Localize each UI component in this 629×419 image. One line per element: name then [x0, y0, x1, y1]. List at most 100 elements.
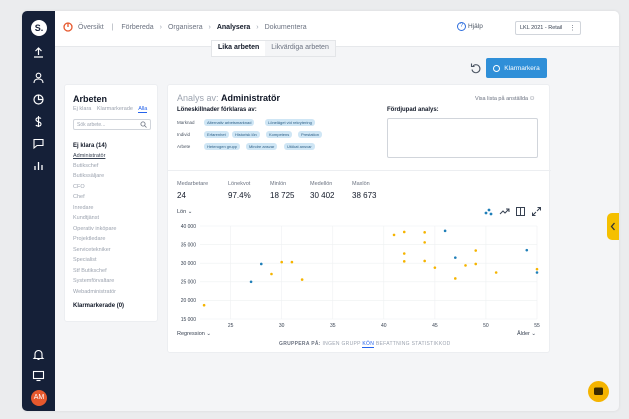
jobs-title: Arbeten	[73, 94, 108, 104]
list-item[interactable]: Operativ inköpare	[73, 226, 117, 232]
list-item[interactable]: CFO	[73, 184, 85, 190]
factor-chip[interactable]: Utökat ansvar	[284, 143, 315, 150]
data-point	[423, 259, 426, 263]
stat-mean-salary: Medellön 30 402	[310, 181, 334, 200]
filter-alla[interactable]: Alla	[138, 106, 148, 113]
bell-icon[interactable]	[32, 348, 45, 361]
more-vertical-icon: ⋮	[569, 25, 576, 32]
factor-chip[interactable]: Kompetens	[266, 131, 293, 138]
data-point	[249, 280, 253, 284]
crumb-dokumentera[interactable]: Dokumentera	[264, 24, 307, 31]
y-tick-label: 15 000	[181, 317, 197, 323]
filter-ej-klara[interactable]: Ej klara	[73, 106, 92, 112]
filter-klarmarkerade[interactable]: Klarmarkerade	[96, 106, 133, 112]
stat-value: 97.4%	[228, 191, 251, 200]
list-item[interactable]: Projektledare	[73, 236, 106, 242]
crumb-organisera[interactable]: Organisera	[167, 24, 203, 31]
user-icon[interactable]	[32, 71, 45, 84]
breadcrumb: Översikt | Förbereda › Organisera › Anal…	[78, 24, 307, 31]
list-item[interactable]: Specialist	[73, 257, 97, 263]
list-item[interactable]: Chef	[73, 194, 85, 200]
dollar-icon[interactable]	[32, 115, 45, 128]
data-point	[402, 252, 406, 255]
factor-chip[interactable]: Alternativ arbetsmarknad	[204, 119, 255, 126]
list-item[interactable]: Butikschef	[73, 163, 99, 169]
data-point	[535, 271, 539, 274]
x-tick-label: 35	[330, 323, 336, 329]
list-item[interactable]: Administratör	[73, 153, 106, 159]
trend-line-icon[interactable]	[499, 206, 510, 217]
deep-analysis-textarea[interactable]	[387, 118, 538, 158]
list-item[interactable]: Servicetekniker	[73, 247, 111, 253]
avatar[interactable]: AM	[31, 390, 47, 406]
factor-chip[interactable]: Mindre ansvar	[246, 143, 278, 150]
factor-chip[interactable]: Historisk lön	[232, 131, 260, 138]
factor-label-individual: Individ	[177, 132, 191, 137]
view-tabs: Lika arbeten Likvärdiga arbeten	[211, 40, 336, 57]
group-done: Klarmarkerade (0)	[73, 303, 125, 309]
mark-done-label: Klarmarkera	[504, 64, 540, 72]
crumb-analysera[interactable]: Analysera	[216, 24, 251, 31]
upload-icon[interactable]	[32, 46, 45, 59]
group-by-gender[interactable]: KÖN	[362, 341, 375, 348]
group-by-statcode[interactable]: STATISTIKKOD	[411, 341, 451, 347]
tab-lika-arbeten[interactable]: Lika arbeten	[212, 41, 266, 56]
period-select[interactable]: LKL 2021 - Retail ⋮	[515, 21, 581, 35]
factor-chip[interactable]: Löneläget vid rekrytering	[265, 119, 315, 126]
data-point	[202, 303, 206, 307]
search-input[interactable]: Sök arbete...	[73, 119, 151, 130]
data-point	[535, 267, 539, 271]
factor-chip[interactable]: Erfarenhet	[204, 131, 229, 138]
side-panel-toggle[interactable]	[607, 213, 619, 240]
chat-support-button[interactable]	[588, 381, 609, 402]
group-by-title[interactable]: BEFATTNING	[375, 341, 410, 347]
factor-chip[interactable]: Heterogen grupp	[204, 143, 241, 150]
stat-value: 30 402	[310, 191, 335, 200]
group-by-none[interactable]: INGEN GRUPP	[322, 341, 361, 347]
crumb-forbereda[interactable]: Förbereda	[121, 24, 154, 31]
tab-likvardiga-arbeten[interactable]: Likvärdiga arbeten	[265, 41, 335, 56]
list-item[interactable]: Butikssäljare	[73, 173, 105, 179]
stat-employees: Medarbetare 24	[177, 181, 208, 200]
data-point	[433, 266, 437, 269]
monitor-icon[interactable]	[32, 369, 45, 382]
filter-tabs: Ej klara Klarmarkerade Alla	[73, 106, 151, 113]
jobs-panel: Arbeten Ej klara Klarmarkerade Alla Sök …	[64, 84, 158, 322]
data-point	[443, 229, 447, 233]
chart-pie-icon[interactable]	[32, 93, 45, 106]
data-point	[525, 248, 529, 252]
view-staff-label: Visa lista på anställda	[475, 96, 529, 102]
help-link[interactable]: ? Hjälp	[457, 22, 483, 31]
app-logo[interactable]: S.	[31, 20, 47, 36]
data-point	[423, 231, 426, 234]
y-axis-select[interactable]: Lön ⌄	[177, 209, 192, 215]
list-item[interactable]: Kundtjänst	[73, 215, 99, 221]
scatter-icon[interactable]	[483, 206, 494, 217]
crumb-oversikt[interactable]: Översikt	[78, 24, 104, 31]
analysis-title: Analys av: Administratör	[177, 93, 280, 103]
x-axis-select[interactable]: Ålder ⌄	[517, 331, 536, 337]
chat-icon[interactable]	[32, 137, 45, 150]
factor-chip[interactable]: Prestation	[298, 131, 323, 138]
x-tick-label: 55	[534, 323, 540, 329]
columns-icon[interactable]	[515, 206, 526, 217]
home-icon[interactable]	[63, 22, 73, 32]
list-item[interactable]: Webadministratör	[73, 289, 116, 295]
list-item[interactable]: Stf Butikschef	[73, 268, 107, 274]
data-point	[494, 271, 498, 274]
regression-select[interactable]: Regression ⌄	[177, 331, 211, 337]
view-staff-link[interactable]: Visa lista på anställda ⚇	[475, 96, 535, 102]
undo-icon[interactable]	[470, 62, 482, 74]
stat-label: Medarbetare	[177, 181, 209, 187]
list-item[interactable]: Systemförvaltare	[73, 278, 115, 284]
scatter-chart: 15 000 20 000 25 000 30 000 35 000 40 000 25 30…	[181, 224, 540, 329]
expand-icon[interactable]	[531, 206, 542, 217]
bar-chart-icon[interactable]	[32, 159, 45, 172]
y-axis-select-value: Lön	[177, 209, 187, 215]
x-axis-select-value: Ålder	[517, 331, 530, 337]
y-tick-label: 30 000	[181, 261, 197, 267]
list-item[interactable]: Inredare	[73, 205, 94, 211]
app-window: S. AM Översikt | Förbereda › Organisera …	[22, 11, 619, 411]
mark-done-button[interactable]: Klarmarkera	[486, 58, 547, 78]
data-point	[270, 272, 273, 276]
